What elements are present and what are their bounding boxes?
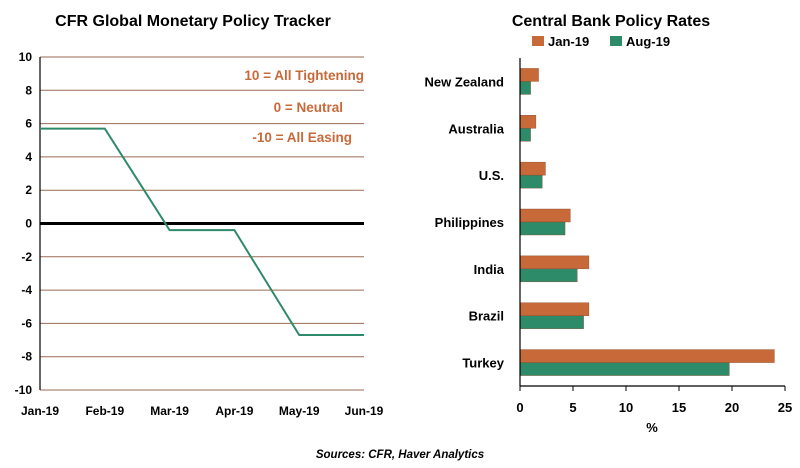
bar-turkey-aug-19 xyxy=(519,362,730,376)
left-y-tick-label: 2 xyxy=(25,183,32,197)
right-x-tick-labels: 0 5 10 15 20 25 xyxy=(516,386,792,415)
legend-label-aug-19: Aug-19 xyxy=(626,34,670,49)
left-y-tick-label: 10 xyxy=(19,50,33,64)
right-x-tick-label: 20 xyxy=(725,400,739,415)
annotation-neutral: 0 = Neutral xyxy=(274,100,343,115)
bar-australia-jan-19 xyxy=(519,115,537,129)
left-x-tick-label: Mar-19 xyxy=(150,404,189,418)
category-label: Turkey xyxy=(462,356,504,371)
right-bars xyxy=(519,68,775,376)
category-label: India xyxy=(474,262,505,277)
bar-brazil-aug-19 xyxy=(519,315,584,329)
source-note: Sources: CFR, Haver Analytics xyxy=(316,449,484,461)
bar-new-zealand-jan-19 xyxy=(519,68,539,82)
right-x-tick-label: 0 xyxy=(516,400,523,415)
right-x-axis-label: % xyxy=(646,420,658,435)
legend-label-jan-19: Jan-19 xyxy=(548,34,589,49)
bar-australia-aug-19 xyxy=(519,128,531,142)
right-x-tick-label: 10 xyxy=(619,400,633,415)
policy-tracker-line xyxy=(40,127,364,337)
legend: Jan-19 Aug-19 xyxy=(532,34,670,49)
category-label: Brazil xyxy=(469,309,504,324)
legend-swatch-aug-19 xyxy=(610,36,622,46)
right-category-labels: New Zealand Australia U.S. Philippines India… xyxy=(425,74,505,370)
category-label: U.S. xyxy=(479,168,504,183)
left-x-tick-label: Apr-19 xyxy=(215,404,253,418)
right-chart-title: Central Bank Policy Rates xyxy=(512,13,710,30)
left-y-tick-label: 8 xyxy=(25,83,32,97)
legend-swatch-jan-19 xyxy=(532,36,544,46)
left-chart-title: CFR Global Monetary Policy Tracker xyxy=(55,13,331,30)
left-y-tick-label: -4 xyxy=(21,283,32,297)
left-y-tick-label: -2 xyxy=(21,250,32,264)
left-y-tick-label: 4 xyxy=(25,150,32,164)
category-label: New Zealand xyxy=(425,74,505,89)
left-y-tick-label: 6 xyxy=(25,117,32,131)
bar-turkey-jan-19 xyxy=(519,349,775,363)
bar-india-jan-19 xyxy=(519,255,590,270)
annotation-tightening: 10 = All Tightening xyxy=(244,68,364,83)
left-gridlines xyxy=(40,56,364,391)
right-x-tick-label: 25 xyxy=(778,400,792,415)
category-label: Australia xyxy=(448,121,504,136)
right-x-tick-label: 5 xyxy=(569,400,576,415)
left-y-tick-label: -6 xyxy=(21,316,32,330)
bar-philippines-aug-19 xyxy=(519,221,566,236)
left-y-tick-label: -8 xyxy=(21,350,32,364)
bar-brazil-jan-19 xyxy=(519,302,590,316)
left-x-tick-labels: Jan-19 Feb-19 Mar-19 Apr-19 May-19 Jun-19 xyxy=(21,404,384,418)
bar-new-zealand-aug-19 xyxy=(519,81,531,95)
left-y-tick-label: 0 xyxy=(25,217,32,231)
category-label: Philippines xyxy=(435,215,504,230)
left-y-tick-labels: 10 8 6 4 2 0 -2 -4 -6 -8 -10 xyxy=(15,50,33,397)
left-x-tick-label: Feb-19 xyxy=(85,404,124,418)
left-y-tick-label: -10 xyxy=(15,383,33,397)
bar-u-s-jan-19 xyxy=(519,161,546,176)
annotation-easing: -10 = All Easing xyxy=(252,130,352,145)
bar-philippines-jan-19 xyxy=(519,208,571,223)
left-x-tick-label: May-19 xyxy=(279,404,320,418)
left-x-tick-label: Jun-19 xyxy=(345,404,384,418)
bar-india-aug-19 xyxy=(519,268,578,283)
bar-u-s-aug-19 xyxy=(519,174,543,189)
right-x-tick-label: 15 xyxy=(672,400,686,415)
left-x-tick-label: Jan-19 xyxy=(21,404,59,418)
